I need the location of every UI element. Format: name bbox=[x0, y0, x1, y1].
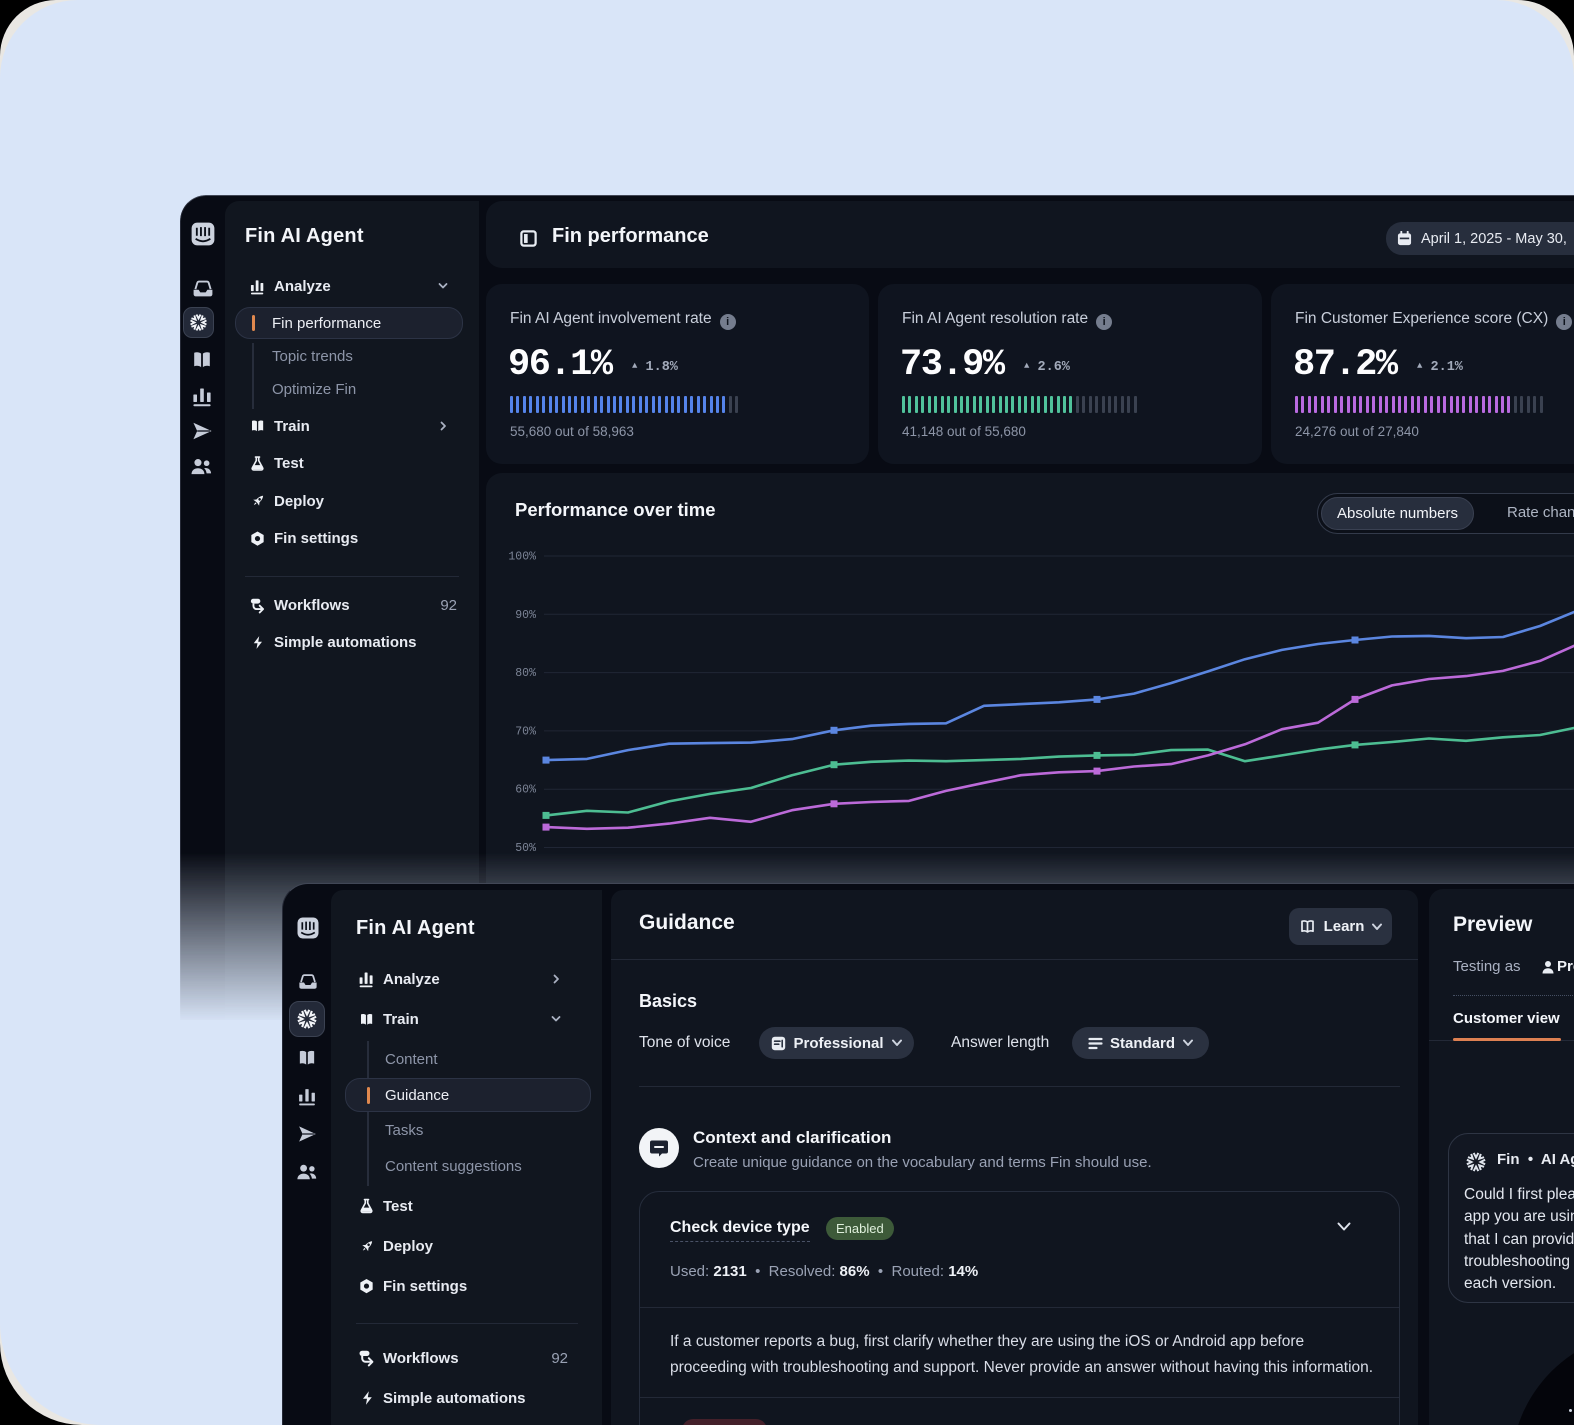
svg-text:80%: 80% bbox=[515, 667, 536, 680]
svg-text:60%: 60% bbox=[515, 784, 536, 797]
svg-text:50%: 50% bbox=[515, 842, 536, 855]
svg-text:70%: 70% bbox=[515, 725, 536, 738]
svg-text:100%: 100% bbox=[508, 551, 536, 564]
svg-text:90%: 90% bbox=[515, 609, 536, 622]
